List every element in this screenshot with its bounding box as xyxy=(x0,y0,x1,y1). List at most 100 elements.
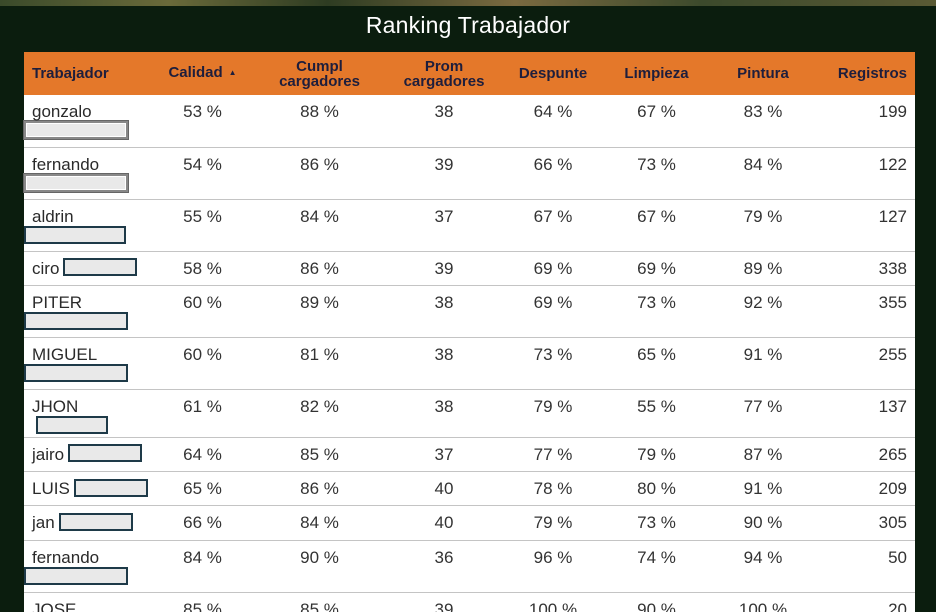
redacted-surname xyxy=(58,512,133,531)
despunte-cell: 69 % xyxy=(503,285,603,338)
table-row[interactable]: jairo 64 % 85 % 37 77 % 79 % 87 % 265 xyxy=(24,437,915,473)
worker-name: PITER xyxy=(32,292,83,312)
prom-cell: 40 xyxy=(385,505,503,541)
table-header-row: Trabajador Calidad ▲ Cumpl cargadores Pro… xyxy=(24,52,915,95)
pintura-cell: 79 % xyxy=(710,199,816,252)
calidad-cell: 66 % xyxy=(151,505,254,541)
worker-name-cell: JOSE xyxy=(24,592,151,612)
pintura-cell: 83 % xyxy=(710,95,816,148)
worker-name-cell: PITER xyxy=(24,285,151,338)
prom-cell: 37 xyxy=(385,199,503,252)
cumpl-cell: 84 % xyxy=(254,199,385,252)
cumpl-cell: 84 % xyxy=(254,505,385,541)
despunte-cell: 100 % xyxy=(503,592,603,612)
pintura-cell: 92 % xyxy=(710,285,816,338)
limpieza-cell: 55 % xyxy=(603,389,710,438)
despunte-cell: 69 % xyxy=(503,251,603,286)
calidad-cell: 60 % xyxy=(151,285,254,338)
table-row[interactable]: ciro 58 % 86 % 39 69 % 69 % 89 % 338 xyxy=(24,251,915,286)
table-row[interactable]: jan 66 % 84 % 40 79 % 73 % 90 % 305 xyxy=(24,505,915,541)
column-header-trabajador[interactable]: Trabajador xyxy=(32,65,109,82)
prom-cell: 40 xyxy=(385,471,503,507)
calidad-cell: 53 % xyxy=(151,95,254,148)
pintura-cell: 91 % xyxy=(710,337,816,390)
worker-name-cell: MIGUEL xyxy=(24,337,151,390)
limpieza-cell: 67 % xyxy=(603,199,710,252)
limpieza-cell: 80 % xyxy=(603,471,710,507)
cumpl-cell: 86 % xyxy=(254,147,385,200)
pintura-cell: 100 % xyxy=(710,592,816,612)
worker-name-cell: LUIS xyxy=(24,471,151,507)
worker-name-cell: JHON xyxy=(24,389,151,438)
worker-name: jan xyxy=(32,513,55,533)
table-row[interactable]: aldrin 55 % 84 % 37 67 % 67 % 79 % 127 xyxy=(24,199,915,252)
prom-cell: 38 xyxy=(385,389,503,438)
pintura-cell: 90 % xyxy=(710,505,816,541)
column-header-calidad[interactable]: Calidad ▲ xyxy=(168,64,237,81)
worker-name: fernando xyxy=(32,154,100,174)
cumpl-cell: 89 % xyxy=(254,285,385,338)
cumpl-cell: 86 % xyxy=(254,251,385,286)
background-image-strip xyxy=(0,0,936,6)
calidad-cell: 84 % xyxy=(151,540,254,593)
worker-name: gonzalo xyxy=(32,102,92,121)
registros-cell: 50 xyxy=(816,540,915,593)
registros-cell: 305 xyxy=(816,505,915,541)
registros-cell: 137 xyxy=(816,389,915,438)
table-row[interactable]: JHON 61 % 82 % 38 79 % 55 % 77 % 137 xyxy=(24,389,915,438)
cumpl-cell: 85 % xyxy=(254,437,385,473)
table-body: gonzalo 53 % 88 % 38 64 % 67 % 83 % 199 fernando… xyxy=(24,95,915,612)
limpieza-cell: 90 % xyxy=(603,592,710,612)
cumpl-cell: 82 % xyxy=(254,389,385,438)
calidad-cell: 58 % xyxy=(151,251,254,286)
worker-name: aldrin xyxy=(32,206,74,226)
despunte-cell: 67 % xyxy=(503,199,603,252)
registros-cell: 20 xyxy=(816,592,915,612)
table-row[interactable]: JOSE 85 % 85 % 39 100 % 90 % 100 % 20 xyxy=(24,592,915,612)
despunte-cell: 64 % xyxy=(503,95,603,148)
column-header-limpieza[interactable]: Limpieza xyxy=(624,65,689,82)
cumpl-cell: 86 % xyxy=(254,471,385,507)
table-row[interactable]: fernando 54 % 86 % 39 66 % 73 % 84 % 122 xyxy=(24,147,915,200)
table-row[interactable]: PITER 60 % 89 % 38 69 % 73 % 92 % 355 xyxy=(24,285,915,338)
sort-ascending-icon: ▲ xyxy=(228,68,237,77)
table-row[interactable]: MIGUEL 60 % 81 % 38 73 % 65 % 91 % 255 xyxy=(24,337,915,390)
worker-name: JHON xyxy=(32,396,79,416)
redacted-surname xyxy=(24,311,128,330)
table-row[interactable]: LUIS 65 % 86 % 40 78 % 80 % 91 % 209 xyxy=(24,471,915,507)
cumpl-cell: 90 % xyxy=(254,540,385,593)
column-header-cumpl-cargadores[interactable]: Cumpl cargadores xyxy=(279,57,360,90)
ranking-table: Trabajador Calidad ▲ Cumpl cargadores Pro… xyxy=(24,52,915,612)
calidad-cell: 61 % xyxy=(151,389,254,438)
table-row[interactable]: fernando 84 % 90 % 36 96 % 74 % 94 % 50 xyxy=(24,540,915,593)
registros-cell: 199 xyxy=(816,95,915,148)
worker-name-cell: aldrin xyxy=(24,199,151,252)
redacted-surname xyxy=(63,258,138,277)
calidad-cell: 85 % xyxy=(151,592,254,612)
column-header-despunte[interactable]: Despunte xyxy=(518,65,588,82)
despunte-cell: 78 % xyxy=(503,471,603,507)
prom-cell: 37 xyxy=(385,437,503,473)
prom-cell: 39 xyxy=(385,147,503,200)
pintura-cell: 89 % xyxy=(710,251,816,286)
column-header-pintura[interactable]: Pintura xyxy=(737,65,789,82)
limpieza-cell: 69 % xyxy=(603,251,710,286)
registros-cell: 265 xyxy=(816,437,915,473)
registros-cell: 209 xyxy=(816,471,915,507)
column-header-prom-cargadores[interactable]: Prom cargadores xyxy=(403,57,485,90)
limpieza-cell: 73 % xyxy=(603,147,710,200)
prom-cell: 39 xyxy=(385,592,503,612)
calidad-cell: 64 % xyxy=(151,437,254,473)
page-title: Ranking Trabajador xyxy=(365,12,571,38)
calidad-cell: 65 % xyxy=(151,471,254,507)
redacted-surname xyxy=(73,478,148,497)
cumpl-cell: 85 % xyxy=(254,592,385,612)
limpieza-cell: 74 % xyxy=(603,540,710,593)
registros-cell: 355 xyxy=(816,285,915,338)
worker-name: jairo xyxy=(32,444,65,464)
worker-name: LUIS xyxy=(32,479,70,499)
table-row[interactable]: gonzalo 53 % 88 % 38 64 % 67 % 83 % 199 xyxy=(24,95,915,148)
column-header-registros[interactable]: Registros xyxy=(837,65,907,82)
worker-name: fernando xyxy=(32,547,100,567)
worker-name-cell: fernando xyxy=(24,147,151,200)
